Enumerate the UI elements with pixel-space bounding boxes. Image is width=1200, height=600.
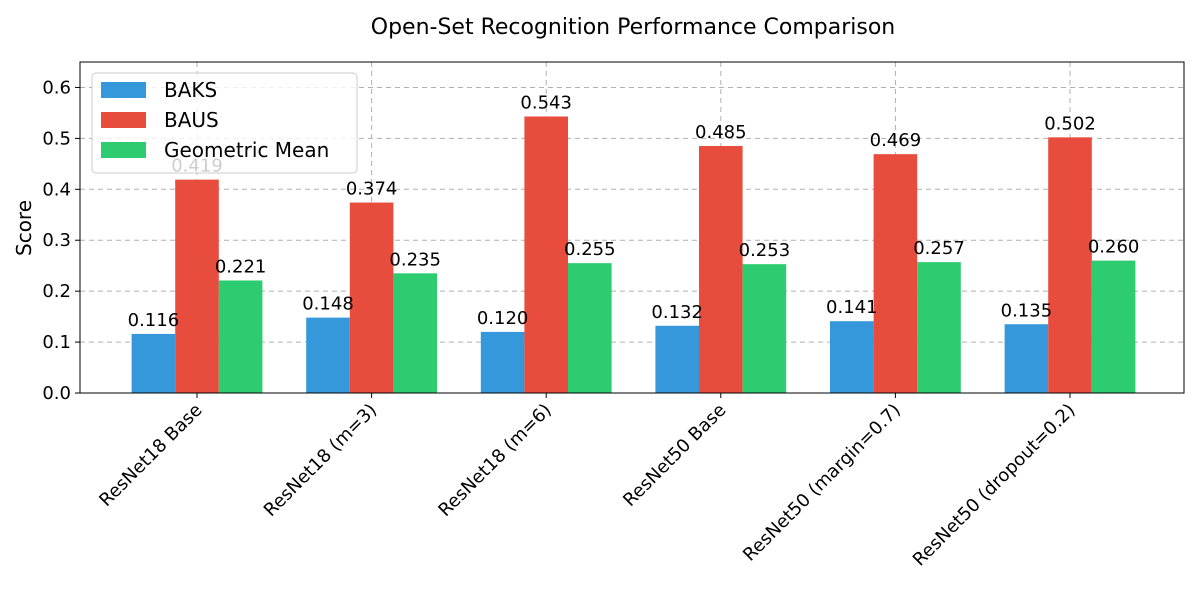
data-label: 0.148: [302, 294, 354, 315]
bar: [699, 146, 743, 393]
y-tick-label: 0.1: [42, 332, 71, 353]
data-label: 0.255: [564, 239, 616, 260]
y-tick-label: 0.3: [42, 230, 71, 251]
data-label: 0.502: [1044, 113, 1096, 134]
legend: BAKS BAUS Geometric Mean: [91, 72, 358, 174]
data-label: 0.485: [695, 122, 747, 143]
data-label: 0.374: [346, 179, 398, 200]
bar: [524, 116, 568, 393]
legend-label: Geometric Mean: [164, 138, 329, 162]
bar: [1004, 324, 1049, 393]
y-axis: 0.0 0.1 0.2 0.3 0.4 0.5 0.6: [42, 77, 80, 404]
bar: [830, 321, 874, 393]
bar: [306, 317, 350, 393]
plot-frame: [79, 61, 1185, 394]
data-label: 0.257: [913, 238, 965, 259]
bar: [742, 264, 787, 393]
bars: [131, 116, 1136, 393]
x-tick-label: ResNet18 (m=6): [434, 400, 555, 521]
bar: [131, 333, 176, 393]
data-label: 0.260: [1088, 237, 1140, 258]
y-tick-label: 0.6: [42, 77, 71, 98]
data-label: 0.543: [520, 92, 572, 113]
legend-swatch: [101, 142, 146, 158]
legend-swatch: [101, 112, 146, 128]
bar: [873, 154, 918, 393]
legend-label: BAUS: [164, 108, 219, 132]
bar: [480, 331, 525, 393]
x-tick-label: ResNet50 (margin=0.7): [739, 400, 905, 566]
bar: [1091, 260, 1136, 393]
data-label: 0.120: [477, 308, 529, 329]
bar: [917, 262, 961, 393]
chart-title: Open-Set Recognition Performance Compari…: [371, 15, 896, 40]
bar: [393, 273, 437, 393]
y-axis-label: Score: [12, 200, 36, 256]
x-tick-label: ResNet18 Base: [95, 400, 206, 511]
legend-box: [91, 72, 358, 174]
bar: [568, 263, 612, 393]
bar: [1048, 137, 1092, 393]
data-label: 0.469: [870, 130, 922, 151]
bar: [655, 325, 699, 393]
bar: [218, 280, 263, 393]
data-label: 0.221: [215, 256, 267, 277]
y-tick-label: 0.5: [42, 128, 71, 149]
bar: [175, 179, 219, 393]
data-label: 0.235: [389, 249, 441, 270]
data-label: 0.135: [1001, 300, 1053, 321]
y-tick-label: 0.2: [42, 281, 71, 302]
legend-label: BAKS: [164, 78, 217, 102]
data-label: 0.141: [826, 297, 878, 318]
data-label: 0.116: [128, 310, 180, 331]
x-axis: ResNet18 Base ResNet18 (m=3) ResNet18 (m=6…: [95, 393, 1080, 571]
bar: [349, 202, 394, 393]
x-tick-label: ResNet50 Base: [619, 400, 730, 511]
data-label: 0.253: [739, 240, 791, 261]
legend-swatch: [101, 82, 146, 98]
data-labels: 0.1160.1480.1200.1320.1410.1350.4190.374…: [128, 92, 1140, 330]
y-tick-label: 0.4: [42, 179, 71, 200]
x-tick-label: ResNet50 (dropout=0.2): [909, 400, 1080, 571]
y-tick-label: 0.0: [42, 383, 71, 404]
data-label: 0.132: [651, 302, 703, 323]
x-tick-label: ResNet18 (m=3): [260, 400, 381, 521]
